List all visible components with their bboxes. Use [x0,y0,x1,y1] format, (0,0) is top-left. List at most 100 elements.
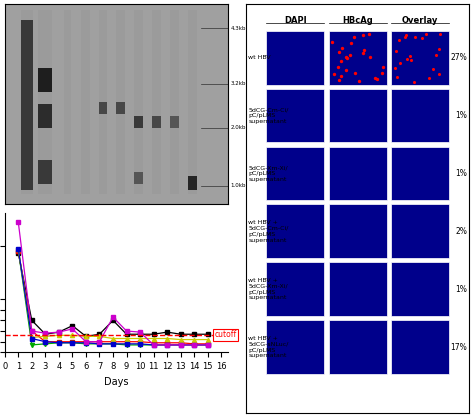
Bar [266,146,324,200]
Bar [328,204,387,258]
Bar [266,31,324,85]
Point [346,52,354,59]
Bar [134,172,143,183]
Bar [328,262,387,316]
Text: Overlay: Overlay [402,16,438,25]
Text: cutoff: cutoff [215,331,237,339]
Text: 1%: 1% [455,285,467,294]
Point [366,54,374,60]
Bar [188,10,197,193]
Text: 2%: 2% [455,227,467,236]
Bar [117,10,125,193]
Bar [99,102,108,114]
Text: DAPI: DAPI [284,16,306,25]
Point [397,60,404,67]
Point [403,55,411,62]
Bar [391,262,449,316]
Bar [391,320,449,374]
Bar [266,320,324,374]
Point [419,35,426,41]
Point [374,76,381,83]
Point [436,46,443,53]
Point [335,64,342,70]
Text: wt HBV +
5dCG-Xm-Xi/
pC/pLMS
supernatant: wt HBV + 5dCG-Xm-Xi/ pC/pLMS supernatant [248,278,288,300]
Point [429,66,437,73]
Text: 1%: 1% [455,111,467,120]
Bar [152,10,161,193]
Bar [81,10,90,193]
Text: 4.3kb: 4.3kb [230,25,246,30]
Point [402,32,410,38]
Text: 27%: 27% [450,53,467,62]
Point [393,74,401,80]
Point [378,69,385,76]
Bar [391,204,449,258]
Text: wt HBV: wt HBV [248,55,271,60]
Point [351,70,359,77]
Text: wt HBV +
5dCG-sNLuc/
pC/pLMS
supernatant: wt HBV + 5dCG-sNLuc/ pC/pLMS supernatant [248,336,289,358]
Point [407,53,414,60]
Bar [38,10,52,193]
Point [328,39,336,45]
Text: 5dCG-Xm-Xi/
pC/pLMS
supernatant: 5dCG-Xm-Xi/ pC/pLMS supernatant [248,165,288,182]
Point [379,64,387,71]
Text: 17%: 17% [450,343,467,352]
Bar [266,89,324,143]
Point [425,75,433,82]
Point [396,37,403,44]
Bar [152,116,161,128]
Point [360,46,367,53]
Bar [328,89,387,143]
Bar [328,320,387,374]
Bar [117,102,125,114]
X-axis label: Days: Days [104,377,128,387]
Text: HBcAg: HBcAg [342,16,373,25]
Text: 3.2kb: 3.2kb [230,81,246,86]
Bar [38,68,52,92]
Point [435,70,442,77]
Bar [99,10,108,193]
Point [372,74,379,81]
Bar [170,116,179,128]
Bar [391,146,449,200]
Bar [134,10,143,193]
Bar [188,176,197,190]
Bar [391,89,449,143]
Point [391,64,399,71]
Bar [38,104,52,128]
Bar [38,160,52,183]
Point [343,55,351,61]
Point [337,73,345,80]
Bar [328,146,387,200]
Point [410,79,418,85]
Bar [266,262,324,316]
Bar [391,31,449,85]
Bar [328,31,387,85]
Point [436,30,444,37]
Point [347,40,355,47]
Bar [21,20,33,190]
Point [359,50,367,56]
Point [433,52,440,59]
Point [411,34,419,40]
Bar [64,10,71,193]
Point [355,78,363,84]
Text: wt HBV +
5dCG-Cm-Ci/
pC/pLMS
supernatant: wt HBV + 5dCG-Cm-Ci/ pC/pLMS supernatant [248,220,289,243]
Text: 2.0kb: 2.0kb [230,125,246,130]
Point [422,31,430,38]
Text: 5dCG-Cm-Ci/
pC/pLMS
supernatant: 5dCG-Cm-Ci/ pC/pLMS supernatant [248,107,289,124]
Point [401,34,409,40]
Point [407,57,415,64]
Point [343,66,350,73]
Bar [266,204,324,258]
Point [350,34,358,40]
Bar [170,10,179,193]
Point [336,49,343,55]
Point [359,32,367,39]
Point [343,53,350,60]
Point [336,77,343,83]
Bar [134,116,143,128]
Point [330,71,337,78]
Point [337,57,344,64]
Text: 1.0kb: 1.0kb [230,183,246,188]
